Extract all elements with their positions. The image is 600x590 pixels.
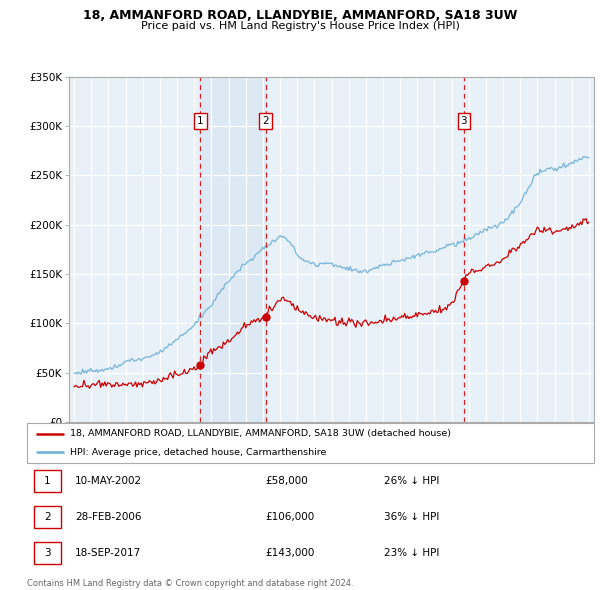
Text: £106,000: £106,000 xyxy=(265,512,314,522)
Text: 18, AMMANFORD ROAD, LLANDYBIE, AMMANFORD, SA18 3UW: 18, AMMANFORD ROAD, LLANDYBIE, AMMANFORD… xyxy=(83,9,517,22)
Text: 26% ↓ HPI: 26% ↓ HPI xyxy=(384,476,440,486)
Text: 28-FEB-2006: 28-FEB-2006 xyxy=(75,512,142,522)
Text: 3: 3 xyxy=(461,116,467,126)
Text: £58,000: £58,000 xyxy=(265,476,308,486)
Text: Contains HM Land Registry data © Crown copyright and database right 2024.
This d: Contains HM Land Registry data © Crown c… xyxy=(27,579,353,590)
Text: 3: 3 xyxy=(44,548,51,558)
Text: 2: 2 xyxy=(262,116,269,126)
Text: 2: 2 xyxy=(44,512,51,522)
Text: 10-MAY-2002: 10-MAY-2002 xyxy=(75,476,142,486)
Text: HPI: Average price, detached house, Carmarthenshire: HPI: Average price, detached house, Carm… xyxy=(70,448,326,457)
Text: 23% ↓ HPI: 23% ↓ HPI xyxy=(384,548,440,558)
FancyBboxPatch shape xyxy=(34,506,61,528)
FancyBboxPatch shape xyxy=(27,423,594,463)
Text: 1: 1 xyxy=(44,476,51,486)
Text: 18, AMMANFORD ROAD, LLANDYBIE, AMMANFORD, SA18 3UW (detached house): 18, AMMANFORD ROAD, LLANDYBIE, AMMANFORD… xyxy=(70,430,451,438)
Text: £143,000: £143,000 xyxy=(265,548,314,558)
Text: 1: 1 xyxy=(197,116,204,126)
Text: 18-SEP-2017: 18-SEP-2017 xyxy=(75,548,142,558)
Text: Price paid vs. HM Land Registry's House Price Index (HPI): Price paid vs. HM Land Registry's House … xyxy=(140,21,460,31)
Text: 36% ↓ HPI: 36% ↓ HPI xyxy=(384,512,440,522)
Bar xyxy=(200,77,266,422)
FancyBboxPatch shape xyxy=(34,470,61,492)
FancyBboxPatch shape xyxy=(34,542,61,564)
